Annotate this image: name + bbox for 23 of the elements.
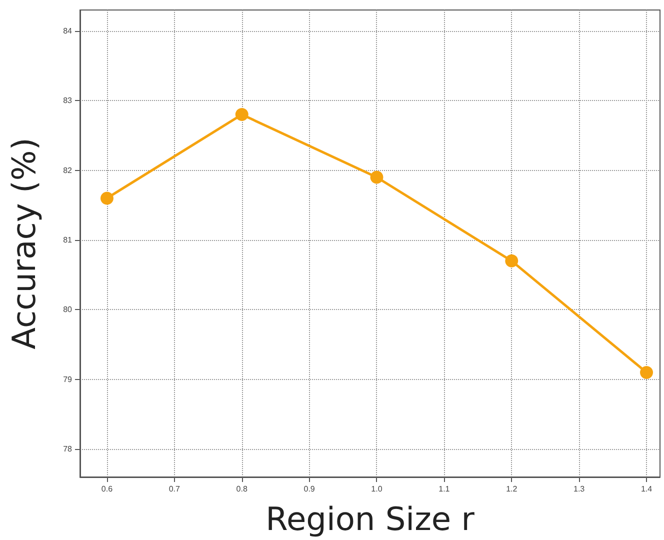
y-tick-label: 82 [63, 166, 73, 175]
y-axis-title: Accuracy (%) [5, 138, 43, 350]
y-tick-label: 84 [63, 26, 73, 36]
point [505, 254, 518, 268]
x-tick-label: 1.2 [506, 484, 518, 494]
x-tick-label: 1.3 [574, 484, 586, 494]
point [640, 366, 654, 379]
y-tick-label: 78 [63, 444, 73, 454]
x-axis-title: Region Size r [266, 500, 476, 538]
x-tick-label: 0.7 [168, 484, 181, 494]
y-tick-label: 79 [63, 374, 73, 384]
point [370, 170, 384, 184]
x-tick-label: 1.0 [371, 484, 383, 494]
x-tick-label: 0.8 [236, 484, 248, 494]
y-tick-label: 80 [63, 305, 73, 314]
x-tick-label: 1.1 [438, 484, 450, 494]
x-tick-label: 0.9 [304, 484, 316, 494]
point [235, 108, 248, 122]
point [100, 192, 114, 205]
x-tick-label: 1.4 [640, 484, 653, 494]
y-tick-label: 83 [63, 96, 73, 106]
x-tick-label: 0.6 [101, 484, 114, 494]
y-tick-label: 81 [63, 236, 73, 245]
